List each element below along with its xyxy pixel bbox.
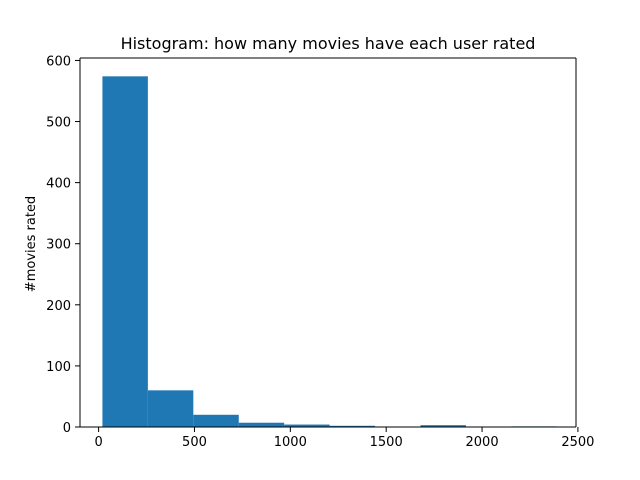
x-tick-label-1000: 1000 [274, 435, 307, 450]
y-tick-label-500: 500 [46, 116, 71, 131]
histogram-bar-4 [284, 424, 330, 427]
bars-layer [102, 76, 557, 427]
x-tick-label-2000: 2000 [466, 435, 499, 450]
y-tick-label-300: 300 [46, 238, 71, 253]
y-tick-label-400: 400 [46, 177, 71, 192]
x-tick-label-2500: 2500 [561, 435, 594, 450]
y-tick-label-200: 200 [46, 299, 71, 314]
histogram-bar-7 [420, 425, 466, 427]
histogram-bar-5 [329, 425, 376, 427]
histogram-bar-0 [102, 76, 148, 427]
y-tick-label-100: 100 [46, 360, 71, 375]
chart-title: Histogram: how many movies have each use… [121, 34, 536, 53]
x-tick-label-500: 500 [182, 435, 207, 450]
histogram-bar-2 [193, 414, 239, 427]
axes-layer: 0 500 1000 1500 2000 2500 0 100 200 300 400 500 600 [46, 54, 594, 450]
y-tick-label-600: 600 [46, 54, 71, 69]
y-axis-title: #movies rated [24, 196, 39, 292]
histogram-bar-1 [147, 390, 194, 427]
y-tick-label-0: 0 [63, 421, 71, 436]
x-tick-label-0: 0 [94, 435, 102, 450]
histogram-bar-3 [238, 422, 285, 427]
x-tick-label-1500: 1500 [370, 435, 403, 450]
